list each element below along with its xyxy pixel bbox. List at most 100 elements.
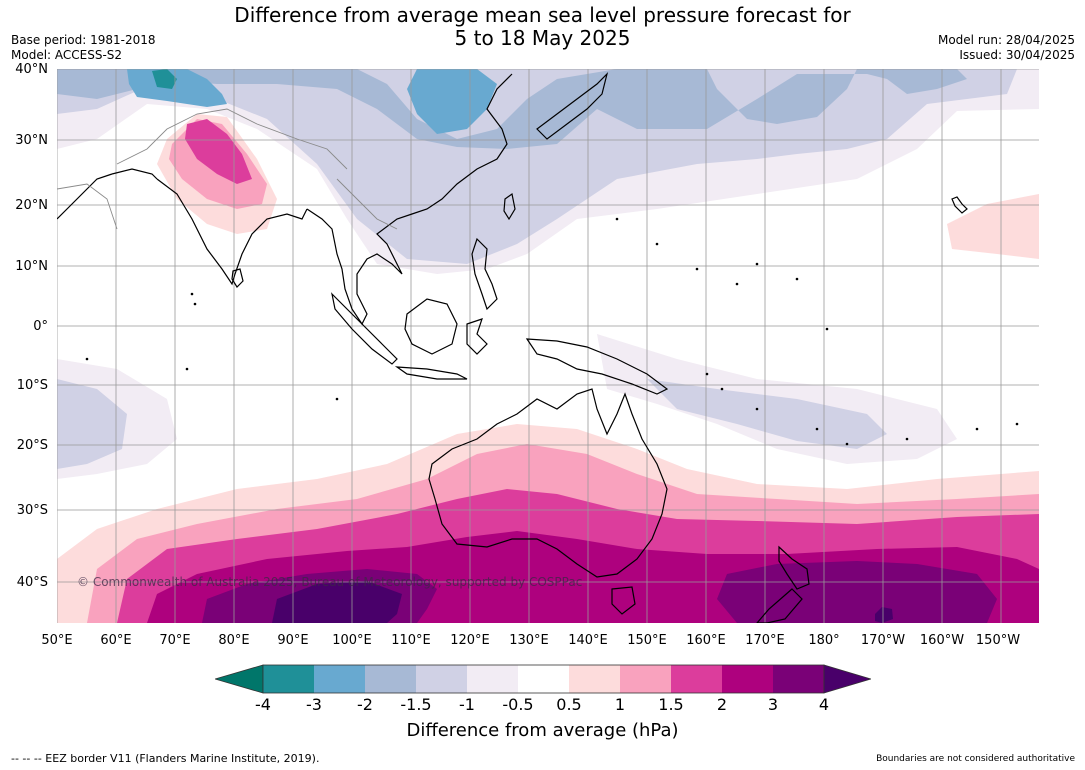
lon-tick-150w: 150°W xyxy=(975,633,1021,648)
coast-sulawesi xyxy=(466,318,488,355)
colorbar-label-m1: -1 xyxy=(459,695,475,714)
model-name: Model: ACCESS-S2 xyxy=(11,48,123,62)
island-dot xyxy=(735,282,739,286)
coast-new-zealand-north xyxy=(778,545,810,590)
colorbar xyxy=(215,664,871,694)
coast-new-guinea xyxy=(525,338,669,395)
colorbar-label-p1: 1 xyxy=(614,695,626,714)
lon-tick-180: 180° xyxy=(808,633,840,648)
colorbar-label-m3: -3 xyxy=(306,695,322,714)
map-canvas xyxy=(57,69,1039,623)
island-dot xyxy=(825,327,829,331)
colorbar-label-p3: 3 xyxy=(767,695,779,714)
lon-tick-160e: 160°E xyxy=(686,633,726,648)
colorbar-label-p15: 1.5 xyxy=(658,695,684,714)
colorbar-cell xyxy=(518,665,569,693)
colorbar-cell xyxy=(365,665,416,693)
colorbar-cell xyxy=(773,665,824,693)
lon-tick-100e: 100°E xyxy=(332,633,372,648)
coast-sumatra xyxy=(331,292,398,365)
title-line-2: 5 to 18 May 2025 xyxy=(454,26,631,50)
coast-borneo xyxy=(404,298,458,355)
colorbar-label-m15: -1.5 xyxy=(400,695,432,714)
colorbar-low-extend xyxy=(215,664,264,694)
island-dot xyxy=(85,357,89,361)
colorbar-cell xyxy=(620,665,671,693)
island-dot xyxy=(193,302,197,306)
colorbar-label-m2: -2 xyxy=(357,695,373,714)
coast-india xyxy=(156,178,308,286)
graticule xyxy=(57,69,1039,623)
lat-tick-10n: 10°N xyxy=(15,259,48,274)
island-dot xyxy=(655,242,659,246)
coast-iran-pakistan xyxy=(111,168,158,180)
contour-neg2-west xyxy=(127,69,227,107)
coast-australia xyxy=(428,388,668,578)
coast-se-asia-mainland xyxy=(306,73,513,326)
meta-right: Model run: 28/04/2025 Issued: 30/04/2025 xyxy=(938,33,1075,63)
colorbar-label-p4: 4 xyxy=(818,695,830,714)
lat-tick-30n: 30°N xyxy=(15,133,48,148)
coast-sri-lanka xyxy=(231,268,244,288)
colorbar-label-m05: -0.5 xyxy=(502,695,534,714)
contour-neg2-north xyxy=(407,69,497,134)
pressure-anomaly-map[interactable] xyxy=(57,69,1039,623)
lat-tick-30s: 30°S xyxy=(16,503,48,518)
contour-pos05-east-pacific xyxy=(947,194,1039,259)
island-dot xyxy=(695,267,699,271)
colorbar-high-extend xyxy=(823,664,871,694)
colorbar-cell xyxy=(569,665,620,693)
colorbar-cell xyxy=(416,665,467,693)
lon-tick-50e: 50°E xyxy=(41,633,73,648)
island-dot xyxy=(190,292,194,296)
lat-tick-20n: 20°N xyxy=(15,198,48,213)
contour-neg1-spcz xyxy=(647,379,887,449)
contour-pos4-tasman xyxy=(875,607,893,623)
island-dot xyxy=(905,437,909,441)
footer-eez-note: -- -- -- EEZ border V11 (Flanders Marine… xyxy=(11,752,320,765)
lon-tick-160w: 160°W xyxy=(919,633,965,648)
coastlines xyxy=(57,72,968,623)
island-dot xyxy=(720,387,724,391)
lon-tick-80e: 80°E xyxy=(218,633,250,648)
lon-tick-170e: 170°E xyxy=(745,633,785,648)
meta-left: Base period: 1981-2018 Model: ACCESS-S2 xyxy=(11,33,156,63)
lat-tick-20s: 20°S xyxy=(16,438,48,453)
coast-philippines xyxy=(471,237,498,311)
border-asia-2 xyxy=(336,178,398,230)
lon-tick-140e: 140°E xyxy=(568,633,608,648)
lat-tick-10s: 10°S xyxy=(16,378,48,393)
coast-new-zealand-south xyxy=(756,588,803,623)
colorbar-label-p2: 2 xyxy=(716,695,728,714)
island-dot xyxy=(335,397,339,401)
contour-pos4-south xyxy=(272,581,402,623)
issued-date: Issued: 30/04/2025 xyxy=(959,48,1075,62)
lon-tick-110e: 110°E xyxy=(391,633,431,648)
coast-arabia xyxy=(57,173,113,220)
colorbar-cell xyxy=(671,665,722,693)
island-dot xyxy=(755,262,759,266)
lon-tick-150e: 150°E xyxy=(627,633,667,648)
coast-java xyxy=(394,366,468,380)
lon-tick-130e: 130°E xyxy=(509,633,549,648)
colorbar-cell xyxy=(467,665,518,693)
colorbar-cell xyxy=(263,665,314,693)
border-asia-3 xyxy=(57,183,118,230)
colorbar-label-m4: -4 xyxy=(255,695,271,714)
lon-tick-170w: 170°W xyxy=(860,633,906,648)
contour-pos3-tasman xyxy=(717,561,997,623)
map-title: Difference from average mean sea level p… xyxy=(0,4,1085,50)
copyright-watermark: © Commonwealth of Australia 2025, Bureau… xyxy=(77,575,583,589)
colorbar-label-p05: 0.5 xyxy=(556,695,582,714)
contour-pos15-india xyxy=(185,119,252,184)
footer-disclaimer: Boundaries are not considered authoritat… xyxy=(876,754,1075,764)
island-dot xyxy=(845,442,849,446)
coast-taiwan xyxy=(503,192,516,221)
island-dot xyxy=(615,217,619,221)
contour-neg1-indian-ocean xyxy=(57,379,127,469)
lat-tick-0: 0° xyxy=(33,319,48,334)
island-dot xyxy=(975,427,979,431)
island-dot xyxy=(705,372,709,376)
island-dot xyxy=(815,427,819,431)
coast-japan xyxy=(536,72,609,140)
